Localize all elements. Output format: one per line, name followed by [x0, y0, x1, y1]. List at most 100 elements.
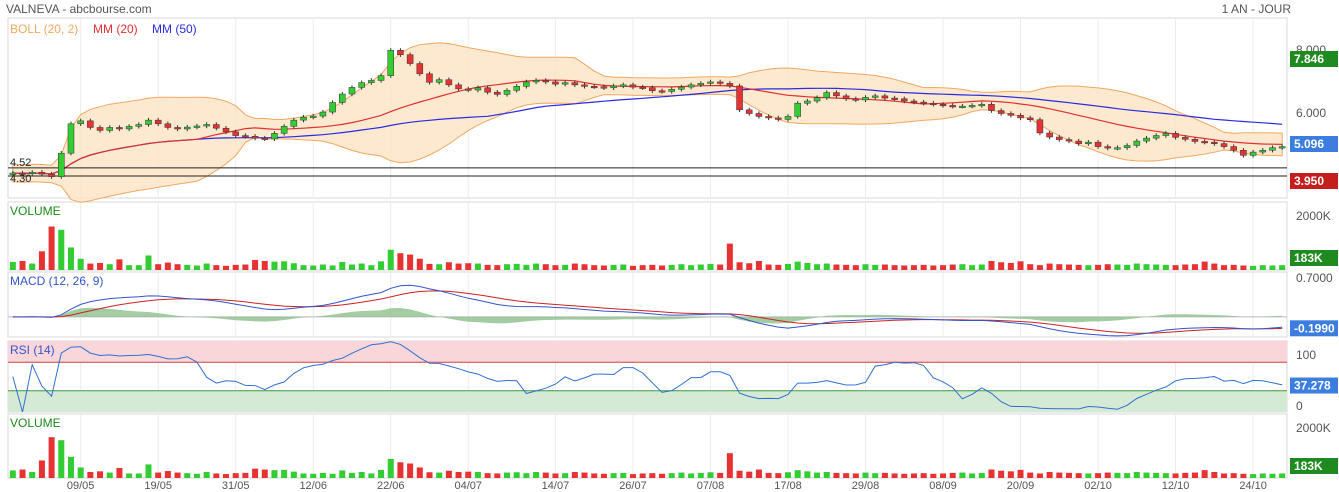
volume-bar-2 — [504, 472, 511, 478]
volume-bar-2 — [600, 473, 607, 478]
volume-bar — [48, 226, 55, 270]
candle-body — [1211, 141, 1218, 144]
volume-bar-2 — [707, 472, 714, 478]
mm50-line — [12, 87, 1283, 175]
volume-bar — [523, 264, 530, 270]
volume-bar — [319, 264, 326, 270]
volume-bar-2 — [445, 470, 452, 478]
candle-body — [348, 87, 356, 95]
volume-bar-2 — [881, 472, 888, 478]
candle-body — [261, 137, 269, 140]
x-tick-label: 20/09 — [1007, 480, 1035, 492]
volume-bar — [455, 263, 462, 270]
volume-bar-2 — [1017, 469, 1024, 478]
volume-bar — [872, 264, 879, 270]
volume-bar-2 — [300, 473, 307, 478]
candle-body — [600, 86, 608, 89]
candle-body — [484, 87, 491, 93]
candle-body — [532, 80, 540, 83]
volume-bar — [639, 265, 646, 270]
x-tick-label: 14/07 — [542, 480, 570, 492]
volume-bar — [67, 247, 74, 270]
volume-bar-2 — [1221, 473, 1228, 478]
volume-bar-2 — [1075, 473, 1082, 478]
volume-bar — [116, 259, 123, 270]
volume-bar — [484, 264, 491, 270]
volume-bar-2 — [116, 468, 123, 478]
volume-bar-2 — [1269, 473, 1276, 478]
candle-body — [1182, 137, 1189, 140]
candle-body — [1026, 117, 1034, 121]
volume-bar-2 — [348, 472, 355, 478]
rsi-current-tag-bg — [1290, 377, 1338, 394]
rsi-oversold-zone — [8, 390, 1287, 412]
candle-body — [620, 84, 627, 87]
volume-bar — [1259, 265, 1266, 270]
volume-bar-2 — [184, 473, 191, 478]
volume-bar — [164, 262, 171, 270]
candle-body — [445, 79, 453, 86]
candle-body — [1191, 138, 1199, 142]
candle-body — [193, 125, 201, 128]
volume-bar — [155, 264, 162, 270]
volume-bar — [38, 251, 45, 270]
volume-bar-2 — [223, 474, 230, 478]
candle-body — [988, 104, 995, 111]
volume-bar — [184, 264, 191, 270]
volume-bar — [571, 263, 578, 270]
volume-bar-2 — [1230, 473, 1237, 478]
candle-body — [271, 133, 278, 140]
volume-bar — [659, 265, 666, 270]
volume-bar-2 — [1211, 471, 1218, 478]
candle-body — [19, 172, 26, 175]
volume-bar — [1046, 263, 1053, 270]
x-tick-label: 31/05 — [222, 480, 250, 492]
volume-bar — [1017, 261, 1024, 270]
volume-bar — [533, 263, 540, 270]
x-tick-label: 07/08 — [697, 480, 725, 492]
support-label-1: 4.30 — [10, 173, 31, 185]
volume-bar — [145, 255, 152, 270]
volume-bar — [1269, 265, 1276, 270]
volume-bar-2 — [659, 473, 666, 478]
volume-bar — [1221, 265, 1228, 270]
volume-bar-2 — [1095, 473, 1102, 478]
volume-bar — [368, 265, 375, 270]
volume-bar-2 — [67, 456, 74, 478]
volume-bar-2 — [542, 472, 549, 478]
volume-bar — [784, 263, 791, 270]
candle-body — [842, 95, 850, 100]
volume-label: VOLUME — [10, 204, 61, 218]
volume-bar — [135, 265, 142, 270]
x-tick-label: 24/10 — [1239, 480, 1267, 492]
candle-body — [678, 86, 685, 90]
candle-body — [174, 127, 181, 130]
volume-current-tag-bg — [1290, 250, 1338, 266]
volume-bar-2 — [203, 471, 210, 478]
volume-bar — [1085, 265, 1092, 270]
rsi-ytick-1: 0 — [1296, 399, 1303, 413]
volume-bar-2 — [164, 471, 171, 478]
candle-body — [571, 82, 579, 86]
volume-bar-2 — [1153, 472, 1160, 478]
volume-bar-2 — [29, 471, 36, 478]
volume-bar — [794, 261, 801, 270]
volume-bar — [1191, 264, 1198, 270]
volume-bar-2 — [387, 458, 394, 478]
candle-body — [959, 105, 966, 108]
candle-body — [939, 104, 947, 107]
candle-body — [309, 115, 317, 118]
volume-bar — [494, 265, 501, 270]
volume-bar-2 — [872, 473, 879, 478]
volume-bar — [668, 264, 675, 270]
volume-bar-2 — [135, 473, 142, 478]
candle-body — [1269, 147, 1276, 151]
volume-bar — [833, 264, 840, 270]
volume-bar-2 — [378, 469, 385, 478]
volume-bar-2 — [794, 470, 801, 478]
chart-title: VALNEVA - abcbourse.com — [6, 2, 152, 16]
candle-body — [87, 120, 94, 128]
volume-bar — [9, 261, 16, 270]
volume-bar — [1240, 265, 1247, 270]
candle-body — [1152, 135, 1160, 139]
